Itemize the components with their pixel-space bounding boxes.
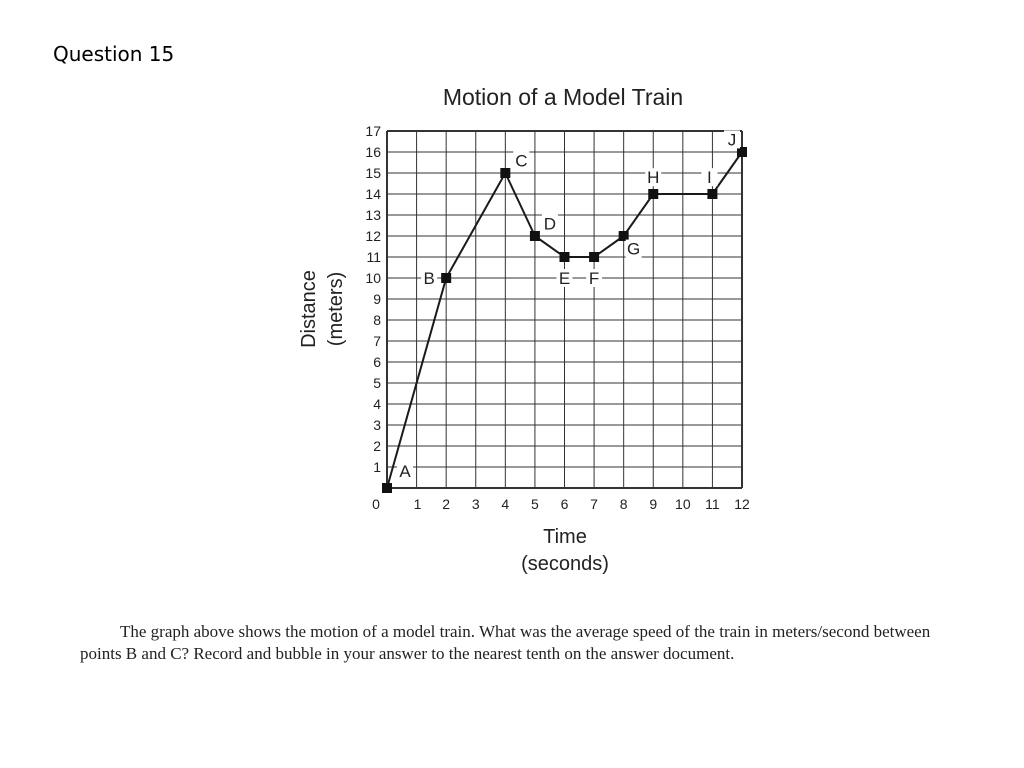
- point-label-e: E: [559, 269, 570, 288]
- point-label-background: [513, 151, 530, 170]
- y-tick-label: 12: [365, 228, 381, 244]
- y-tick-label: 16: [365, 144, 381, 160]
- point-label-i: I: [707, 168, 712, 187]
- line-segment: [386, 277, 448, 489]
- x-tick-label: 0: [372, 496, 380, 512]
- y-tick-label: 10: [365, 270, 381, 286]
- motion-chart: Motion of a Model Train 1234567891011121…: [298, 84, 750, 575]
- point-marker-h: [648, 189, 659, 199]
- point-label-background: [397, 462, 413, 481]
- y-axis-label-line1: Distance: [298, 270, 320, 348]
- y-tick-label: 7: [373, 333, 381, 349]
- point-marker-e: [559, 252, 570, 262]
- point-label-background: [625, 239, 642, 258]
- slide-heading: Question 15: [53, 42, 175, 66]
- x-tick-label: 3: [472, 496, 480, 512]
- point-label-background: [645, 168, 662, 187]
- x-tick-label: 12: [734, 496, 750, 512]
- x-tick-labels: 0 1 2 3 4 5 6 7 8 9 10 11 12: [372, 496, 750, 512]
- point-label-g: G: [627, 240, 640, 259]
- x-axis-label-line2: (seconds): [521, 553, 609, 575]
- x-tick-label: 7: [590, 496, 598, 512]
- line-segment: [622, 193, 655, 237]
- point-label-c: C: [515, 151, 527, 170]
- point-marker-j: [737, 147, 747, 157]
- point-label-background: [556, 269, 573, 287]
- y-tick-label: 13: [365, 207, 381, 223]
- point-label-background: [586, 269, 603, 287]
- y-tick-label: 15: [365, 165, 381, 181]
- point-label-d: D: [544, 214, 556, 233]
- chart-grid: [386, 130, 743, 489]
- point-marker-a: [382, 483, 392, 493]
- y-tick-label: 17: [365, 123, 381, 139]
- x-tick-label: 2: [442, 496, 450, 512]
- point-marker-i: [707, 189, 718, 199]
- x-tick-label: 8: [620, 496, 628, 512]
- y-tick-label: 1: [373, 459, 381, 475]
- point-label-background: [541, 214, 558, 233]
- x-tick-label: 4: [501, 496, 509, 512]
- point-marker-g: [618, 231, 629, 241]
- y-tick-label: 3: [373, 417, 381, 433]
- y-tick-label: 4: [373, 396, 381, 412]
- y-tick-label: 2: [373, 438, 381, 454]
- x-tick-label: 5: [531, 496, 539, 512]
- point-label-a: A: [399, 462, 411, 481]
- data-markers: [382, 147, 747, 493]
- chart-title: Motion of a Model Train: [443, 84, 683, 110]
- y-tick-label: 6: [373, 354, 381, 370]
- point-label-h: H: [647, 168, 659, 187]
- point-labels: A B C D E F G H IJ: [397, 130, 740, 481]
- line-segment: [711, 151, 743, 195]
- y-tick-label: 11: [366, 249, 381, 265]
- y-axis-label-line2: (meters): [325, 272, 347, 346]
- y-tick-label: 5: [373, 375, 381, 391]
- point-label-background: [701, 168, 718, 187]
- point-label-background: [724, 130, 740, 149]
- point-marker-f: [589, 252, 600, 262]
- y-tick-label: 9: [373, 291, 381, 307]
- line-segment: [504, 172, 536, 237]
- point-label-j: J: [728, 130, 737, 149]
- x-tick-label: 1: [414, 496, 422, 512]
- y-tick-label: 8: [373, 312, 381, 328]
- point-label-b: B: [423, 269, 434, 288]
- point-marker-d: [529, 231, 540, 241]
- x-tick-label: 9: [649, 496, 657, 512]
- line-segment: [445, 172, 507, 279]
- point-marker-c: [500, 168, 511, 178]
- point-marker-b: [441, 273, 452, 283]
- x-tick-label: 11: [705, 496, 720, 512]
- x-tick-label: 10: [675, 496, 691, 512]
- point-label-background: [421, 269, 438, 287]
- question-text: The graph above shows the motion of a mo…: [80, 622, 931, 663]
- point-label-f: F: [589, 269, 599, 288]
- y-tick-label: 14: [365, 186, 381, 202]
- x-axis-label-line1: Time: [543, 526, 587, 548]
- x-tick-label: 6: [561, 496, 569, 512]
